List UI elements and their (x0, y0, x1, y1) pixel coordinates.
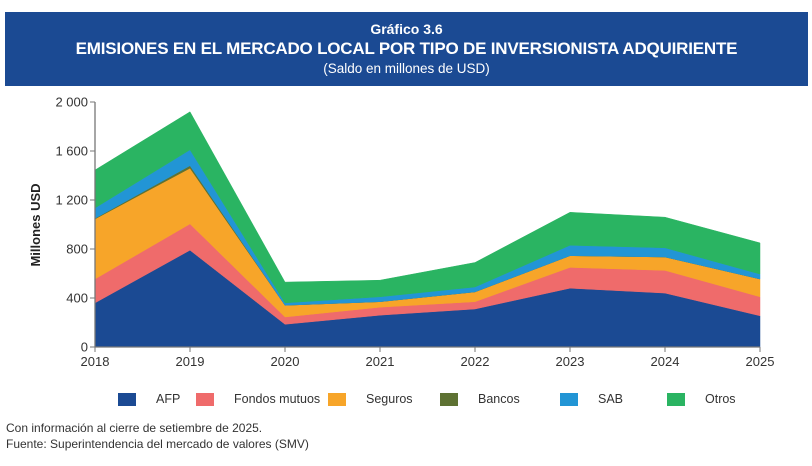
area-otros (94, 111, 761, 304)
legend-item-bancos: Bancos (440, 392, 520, 406)
legend-label: Bancos (478, 392, 520, 406)
chart-header: Gráfico 3.6 EMISIONES EN EL MERCADO LOCA… (5, 12, 808, 86)
footer-source: Fuente: Superintendencia del mercado de … (6, 437, 309, 451)
chart-number: Gráfico 3.6 (370, 21, 443, 37)
legend-label: SAB (598, 392, 624, 406)
y-axis-label: Millones USD (28, 183, 43, 266)
x-tick-label: 2025 (746, 354, 775, 369)
x-tick-label: 2022 (461, 354, 490, 369)
legend-label: AFP (156, 392, 181, 406)
footer-note: Con información al cierre de setiembre d… (6, 421, 263, 435)
legend-swatch (440, 392, 458, 406)
x-tick-label: 2023 (556, 354, 585, 369)
y-tick-label: 1 200 (55, 193, 88, 208)
area-layers (94, 111, 761, 348)
legend-item-sab: SAB (560, 392, 623, 406)
legend-swatch (328, 392, 346, 406)
stacked-area-chart: 0 400 800 1 200 1 600 2 000 2018 2019 2020 2021 20… (28, 95, 774, 370)
legend-item-afp: AFP (118, 392, 180, 406)
y-tick-label: 0 (81, 340, 88, 355)
x-tick-label: 2020 (271, 354, 300, 369)
legend-label: Otros (705, 392, 736, 406)
x-tick-label: 2019 (176, 354, 205, 369)
legend-label: Fondos mutuos (234, 392, 321, 406)
footer: Con información al cierre de setiembre d… (6, 420, 309, 452)
legend-item-fondos-mutuos: Fondos mutuos (196, 392, 320, 406)
legend-swatch (560, 392, 578, 406)
axes: 0 400 800 1 200 1 600 2 000 2018 2019 2020 2021 20… (55, 95, 774, 370)
legend-swatch (196, 392, 214, 406)
x-tick-label: 2021 (366, 354, 395, 369)
x-tick-label: 2024 (651, 354, 680, 369)
chart-subtitle: (Saldo en millones de USD) (323, 61, 490, 76)
legend: AFP Fondos mutuos Seguros Bancos SAB Otros (0, 392, 812, 410)
y-tick-label: 1 600 (55, 144, 88, 159)
y-tick-label: 400 (66, 291, 88, 306)
legend-swatch (118, 392, 136, 406)
legend-label: Seguros (366, 392, 413, 406)
x-tick-label: 2018 (81, 354, 110, 369)
y-tick-label: 800 (66, 242, 88, 257)
y-tick-label: 2 000 (55, 95, 88, 110)
legend-item-seguros: Seguros (328, 392, 413, 406)
legend-swatch (667, 392, 685, 406)
legend-item-otros: Otros (667, 392, 736, 406)
chart-title: EMISIONES EN EL MERCADO LOCAL POR TIPO D… (75, 39, 738, 58)
